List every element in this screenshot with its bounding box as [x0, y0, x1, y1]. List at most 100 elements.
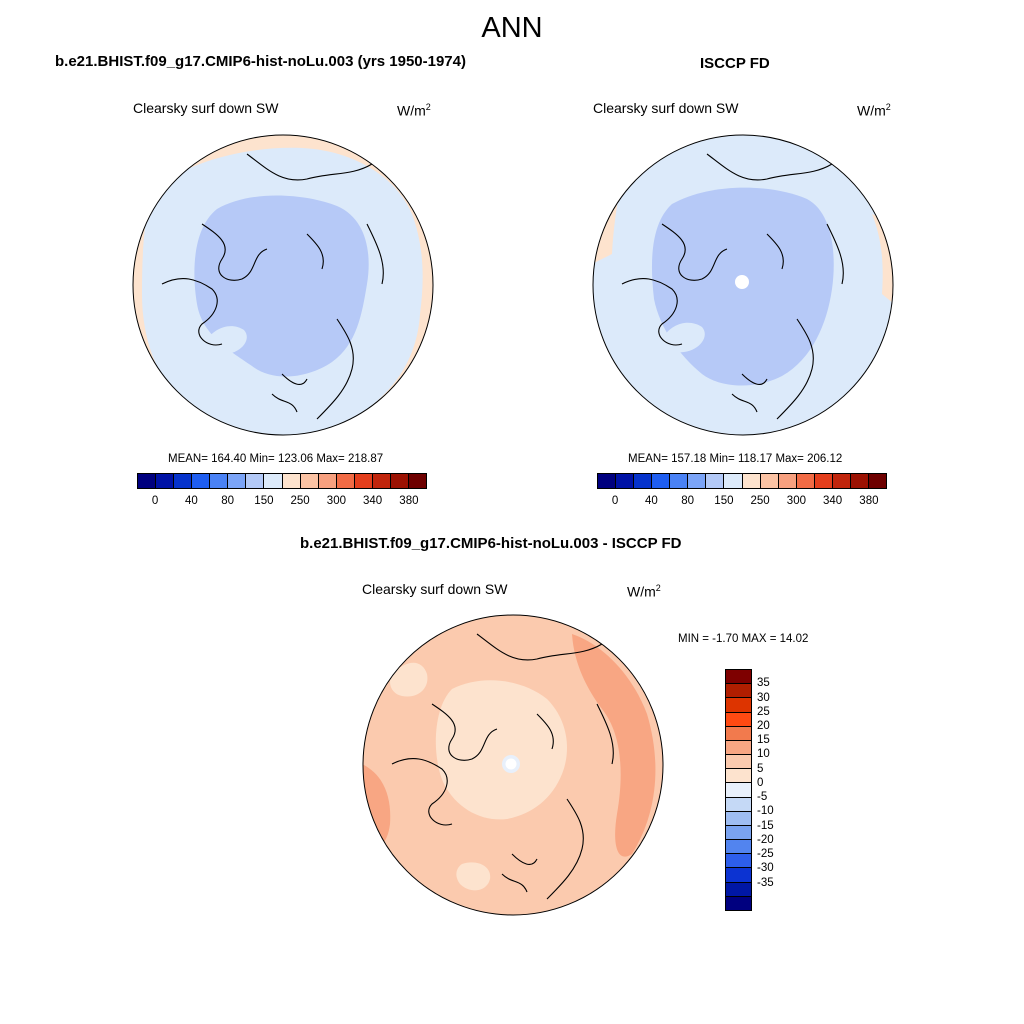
colorbar-abs-swatch — [336, 474, 355, 488]
colorbar-abs-swatch — [634, 474, 653, 488]
model-colorbar — [137, 473, 427, 489]
colorbar-abs-swatch — [300, 474, 319, 488]
colorbar-abs-swatch — [760, 474, 779, 488]
colorbar-abs-swatch — [282, 474, 301, 488]
colorbar-abs-swatch — [174, 474, 193, 488]
colorbar-diff-swatch — [726, 740, 751, 756]
colorbar-abs-swatch — [354, 474, 373, 488]
colorbar-abs-swatch — [832, 474, 851, 488]
colorbar-diff-swatch — [726, 896, 751, 910]
colorbar-abs-swatch — [246, 474, 265, 488]
obs-colorbar-tick: 40 — [644, 495, 658, 507]
obs-colorbar — [597, 473, 887, 489]
colorbar-abs-swatch — [724, 474, 743, 488]
colorbar-abs-swatch — [868, 474, 886, 488]
colorbar-diff-swatch — [726, 684, 751, 699]
colorbar-abs-swatch — [706, 474, 725, 488]
colorbar-abs-swatch — [778, 474, 797, 488]
colorbar-diff-swatch — [726, 755, 751, 770]
obs-colorbar-tick: 250 — [750, 495, 770, 507]
colorbar-abs-swatch — [850, 474, 869, 488]
colorbar-abs-swatch — [796, 474, 815, 488]
diff-stats: MIN = -1.70 MAX = 14.02 — [678, 633, 809, 645]
colorbar-diff-swatch — [726, 854, 751, 869]
model-colorbar-ticks: 0 40 80 150 250 300 340 380 — [137, 495, 427, 511]
colorbar-diff-swatch — [726, 670, 751, 685]
colorbar-diff-swatch — [726, 726, 751, 741]
diff-colorbar-tick: -30 — [757, 862, 774, 875]
diff-colorbar-tick: -20 — [757, 833, 774, 846]
diff-colorbar-tick: 25 — [757, 705, 770, 718]
model-colorbar-tick: 40 — [184, 495, 198, 507]
colorbar-abs-swatch — [688, 474, 707, 488]
colorbar-abs-swatch — [616, 474, 635, 488]
diff-colorbar-tick: -15 — [757, 819, 774, 832]
model-field-label: Clearsky surf down SW — [133, 100, 279, 116]
colorbar-diff-swatch — [726, 811, 751, 826]
diff-polar-map — [362, 614, 664, 916]
colorbar-diff-swatch — [726, 797, 751, 812]
diff-colorbar-tick: 15 — [757, 734, 770, 747]
model-colorbar-tick: 80 — [221, 495, 234, 507]
obs-colorbar-tick: 300 — [786, 495, 806, 507]
diff-panel-title: b.e21.BHIST.f09_g17.CMIP6-hist-noLu.003 … — [300, 535, 682, 552]
obs-panel-title: ISCCP FD — [700, 55, 770, 72]
colorbar-abs-swatch — [814, 474, 833, 488]
diff-colorbar-ticks: 35 30 25 20 15 10 5 0 -5 -10 -15 -20 -25… — [757, 669, 797, 911]
obs-stats: MEAN= 157.18 Min= 118.17 Max= 206.12 — [628, 453, 843, 465]
colorbar-diff-swatch — [726, 882, 751, 897]
diff-colorbar-tick: 0 — [757, 776, 764, 789]
model-colorbar-tick: 340 — [363, 495, 383, 507]
obs-colorbar-tick: 340 — [823, 495, 843, 507]
diff-colorbar-tick: 30 — [757, 691, 770, 704]
colorbar-abs-swatch — [742, 474, 761, 488]
colorbar-abs-swatch — [598, 474, 617, 488]
colorbar-abs-swatch — [228, 474, 247, 488]
colorbar-abs-swatch — [408, 474, 426, 488]
colorbar-abs-swatch — [318, 474, 337, 488]
diff-colorbar-tick: -10 — [757, 805, 774, 818]
obs-units-label: W/m2 — [857, 102, 891, 119]
diff-colorbar-tick: -35 — [757, 876, 774, 889]
diff-colorbar-tick: -25 — [757, 848, 774, 860]
model-colorbar-tick: 380 — [399, 495, 419, 507]
model-colorbar-tick: 150 — [254, 495, 274, 507]
colorbar-diff-swatch — [726, 769, 751, 784]
obs-colorbar-tick: 0 — [611, 495, 619, 507]
model-colorbar-tick: 250 — [290, 495, 310, 507]
diff-colorbar-tick: 10 — [757, 748, 770, 761]
diff-field-label: Clearsky surf down SW — [362, 581, 508, 597]
colorbar-diff-swatch — [726, 698, 751, 713]
diff-colorbar-tick: -5 — [757, 791, 768, 804]
obs-field-label: Clearsky surf down SW — [593, 100, 739, 116]
colorbar-abs-swatch — [372, 474, 391, 488]
plot-title: ANN — [481, 12, 543, 44]
colorbar-diff-swatch — [726, 783, 751, 798]
colorbar-diff-swatch — [726, 825, 751, 841]
model-panel-title: b.e21.BHIST.f09_g17.CMIP6-hist-noLu.003 … — [55, 53, 466, 70]
colorbar-abs-swatch — [210, 474, 229, 488]
diff-colorbar — [725, 669, 752, 911]
colorbar-abs-swatch — [192, 474, 211, 488]
diff-colorbar-tick: 35 — [757, 677, 770, 690]
colorbar-diff-swatch — [726, 712, 751, 727]
obs-polar-map — [592, 134, 894, 436]
model-colorbar-tick: 0 — [151, 495, 159, 507]
colorbar-abs-swatch — [138, 474, 157, 488]
colorbar-abs-swatch — [670, 474, 689, 488]
diff-colorbar-tick: 20 — [757, 719, 770, 732]
obs-colorbar-tick: 380 — [859, 495, 879, 507]
diff-colorbar-tick: 5 — [757, 762, 764, 775]
obs-colorbar-ticks: 0 40 80 150 250 300 340 380 — [597, 495, 887, 511]
obs-colorbar-tick: 150 — [714, 495, 734, 507]
colorbar-diff-swatch — [726, 840, 751, 855]
obs-colorbar-tick: 80 — [681, 495, 694, 507]
colorbar-diff-swatch — [726, 868, 751, 883]
colorbar-abs-swatch — [156, 474, 175, 488]
colorbar-abs-swatch — [264, 474, 283, 488]
colorbar-abs-swatch — [390, 474, 409, 488]
model-polar-map — [132, 134, 434, 436]
model-units-label: W/m2 — [397, 102, 431, 119]
colorbar-abs-swatch — [652, 474, 671, 488]
model-stats: MEAN= 164.40 Min= 123.06 Max= 218.87 — [168, 453, 384, 465]
